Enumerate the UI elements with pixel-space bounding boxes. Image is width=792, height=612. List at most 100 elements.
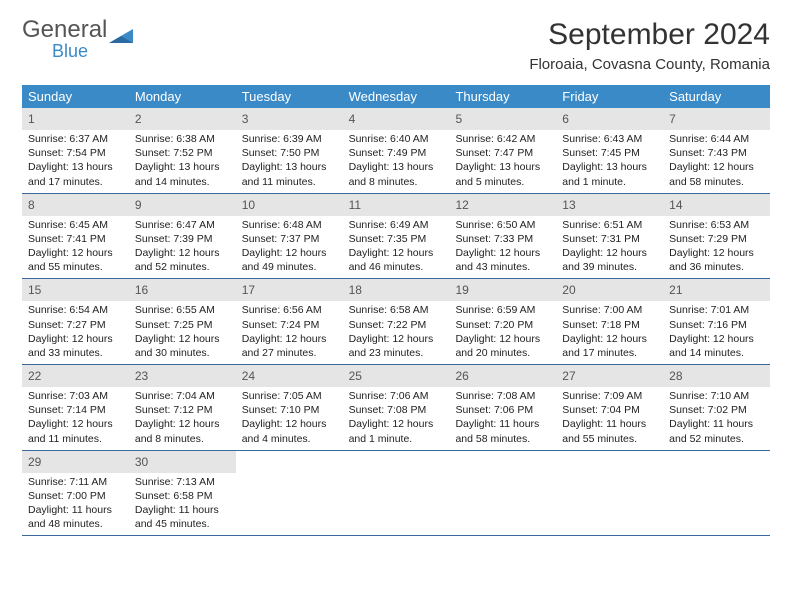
day-number: 4: [349, 112, 356, 126]
logo-text-blue: Blue: [52, 42, 107, 60]
day-details: Sunrise: 6:37 AMSunset: 7:54 PMDaylight:…: [22, 130, 129, 193]
calendar-week-row: 22 Sunrise: 7:03 AMSunset: 7:14 PMDayligh…: [22, 365, 770, 451]
day-number: 17: [242, 283, 255, 297]
day-details: Sunrise: 6:42 AMSunset: 7:47 PMDaylight:…: [449, 130, 556, 193]
logo-text-general: General: [22, 18, 107, 42]
day-number: 20: [562, 283, 575, 297]
day-number: 9: [135, 198, 142, 212]
day-number: 11: [349, 198, 361, 212]
day-number: 26: [455, 369, 468, 383]
location-subtitle: Floroaia, Covasna County, Romania: [529, 56, 770, 73]
calendar-day-cell: 7Sunrise: 6:44 AMSunset: 7:43 PMDaylight…: [663, 108, 770, 193]
calendar-day-cell: 21Sunrise: 7:01 AMSunset: 7:16 PMDayligh…: [663, 279, 770, 364]
day-details: Sunrise: 6:50 AMSunset: 7:33 PMDaylight:…: [449, 216, 556, 279]
day-details: Sunrise: 6:54 AMSunset: 7:27 PMDaylight:…: [22, 301, 129, 364]
day-number: 14: [669, 198, 682, 212]
weekday-header: Thursday: [449, 85, 556, 108]
day-number: 16: [135, 283, 148, 297]
calendar-day-cell: 3Sunrise: 6:39 AMSunset: 7:50 PMDaylight…: [236, 108, 343, 193]
calendar-day-cell: 4 Sunrise: 6:40 AMSunset: 7:49 PMDaylight…: [343, 108, 450, 193]
day-details: Sunrise: 6:55 AMSunset: 7:25 PMDaylight:…: [129, 301, 236, 364]
calendar-day-cell: 29 Sunrise: 7:11 AMSunset: 7:00 PMDayligh…: [22, 451, 129, 536]
day-details: Sunrise: 7:05 AMSunset: 7:10 PMDaylight:…: [236, 387, 343, 450]
calendar-day-cell: 24Sunrise: 7:05 AMSunset: 7:10 PMDayligh…: [236, 365, 343, 450]
day-number: 15: [28, 283, 41, 297]
calendar-day-cell: [343, 451, 450, 536]
calendar-day-cell: 6 Sunrise: 6:43 AMSunset: 7:45 PMDaylight…: [556, 108, 663, 193]
calendar-day-cell: 13 Sunrise: 6:51 AMSunset: 7:31 PMDayligh…: [556, 194, 663, 279]
calendar-day-cell: 20 Sunrise: 7:00 AMSunset: 7:18 PMDayligh…: [556, 279, 663, 364]
day-details: Sunrise: 7:13 AMSunset: 6:58 PMDaylight:…: [129, 473, 236, 536]
calendar-day-cell: 27 Sunrise: 7:09 AMSunset: 7:04 PMDayligh…: [556, 365, 663, 450]
day-number: 1: [28, 112, 35, 126]
calendar-day-cell: 28Sunrise: 7:10 AMSunset: 7:02 PMDayligh…: [663, 365, 770, 450]
calendar-day-cell: 14 Sunrise: 6:53 AMSunset: 7:29 PMDayligh…: [663, 194, 770, 279]
day-details: Sunrise: 6:51 AMSunset: 7:31 PMDaylight:…: [556, 216, 663, 279]
day-details: Sunrise: 6:45 AMSunset: 7:41 PMDaylight:…: [22, 216, 129, 279]
calendar-day-cell: 25 Sunrise: 7:06 AMSunset: 7:08 PMDayligh…: [343, 365, 450, 450]
day-details: Sunrise: 6:48 AMSunset: 7:37 PMDaylight:…: [236, 216, 343, 279]
day-details: Sunrise: 6:43 AMSunset: 7:45 PMDaylight:…: [556, 130, 663, 193]
calendar-day-cell: 17 Sunrise: 6:56 AMSunset: 7:24 PMDayligh…: [236, 279, 343, 364]
day-number: 25: [349, 369, 362, 383]
day-details: Sunrise: 6:40 AMSunset: 7:49 PMDaylight:…: [343, 130, 450, 193]
day-details: Sunrise: 7:11 AMSunset: 7:00 PMDaylight:…: [22, 473, 129, 536]
day-number: 22: [28, 369, 41, 383]
calendar-day-cell: 19 Sunrise: 6:59 AMSunset: 7:20 PMDayligh…: [449, 279, 556, 364]
day-details: Sunrise: 6:49 AMSunset: 7:35 PMDaylight:…: [343, 216, 450, 279]
day-details: Sunrise: 7:03 AMSunset: 7:14 PMDaylight:…: [22, 387, 129, 450]
calendar-day-cell: 12 Sunrise: 6:50 AMSunset: 7:33 PMDayligh…: [449, 194, 556, 279]
logo: General Blue: [22, 18, 79, 60]
weekday-header: Wednesday: [343, 85, 450, 108]
day-details: Sunrise: 6:58 AMSunset: 7:22 PMDaylight:…: [343, 301, 450, 364]
day-details: Sunrise: 7:01 AMSunset: 7:16 PMDaylight:…: [663, 301, 770, 364]
calendar-day-cell: 2 Sunrise: 6:38 AMSunset: 7:52 PMDaylight…: [129, 108, 236, 193]
weekday-header: Tuesday: [236, 85, 343, 108]
day-number: 23: [135, 369, 148, 383]
calendar-day-cell: 30 Sunrise: 7:13 AMSunset: 6:58 PMDayligh…: [129, 451, 236, 536]
day-number: 2: [135, 112, 142, 126]
calendar-day-cell: 9Sunrise: 6:47 AMSunset: 7:39 PMDaylight…: [129, 194, 236, 279]
calendar-day-cell: 1 Sunrise: 6:37 AMSunset: 7:54 PMDaylight…: [22, 108, 129, 193]
weekday-header: Friday: [556, 85, 663, 108]
weekday-header: Saturday: [663, 85, 770, 108]
calendar-day-cell: [449, 451, 556, 536]
calendar-day-cell: 10Sunrise: 6:48 AMSunset: 7:37 PMDayligh…: [236, 194, 343, 279]
calendar-day-cell: 23 Sunrise: 7:04 AMSunset: 7:12 PMDayligh…: [129, 365, 236, 450]
day-details: Sunrise: 7:00 AMSunset: 7:18 PMDaylight:…: [556, 301, 663, 364]
calendar-day-cell: 26Sunrise: 7:08 AMSunset: 7:06 PMDayligh…: [449, 365, 556, 450]
day-number: 5: [455, 112, 462, 126]
day-number: 8: [28, 198, 35, 212]
day-number: 27: [562, 369, 575, 383]
calendar-week-row: 15 Sunrise: 6:54 AMSunset: 7:27 PMDayligh…: [22, 279, 770, 365]
calendar-day-cell: [663, 451, 770, 536]
day-details: Sunrise: 7:10 AMSunset: 7:02 PMDaylight:…: [663, 387, 770, 450]
calendar-day-cell: 11 Sunrise: 6:49 AMSunset: 7:35 PMDayligh…: [343, 194, 450, 279]
day-number: 30: [135, 455, 148, 469]
calendar-day-cell: 22 Sunrise: 7:03 AMSunset: 7:14 PMDayligh…: [22, 365, 129, 450]
weekday-header: Monday: [129, 85, 236, 108]
day-details: Sunrise: 7:09 AMSunset: 7:04 PMDaylight:…: [556, 387, 663, 450]
calendar-week-row: 1 Sunrise: 6:37 AMSunset: 7:54 PMDaylight…: [22, 108, 770, 194]
day-number: 19: [455, 283, 468, 297]
day-number: 7: [669, 112, 676, 126]
day-details: Sunrise: 6:56 AMSunset: 7:24 PMDaylight:…: [236, 301, 343, 364]
day-number: 6: [562, 112, 569, 126]
day-details: Sunrise: 7:06 AMSunset: 7:08 PMDaylight:…: [343, 387, 450, 450]
title-block: September 2024 Floroaia, Covasna County,…: [529, 18, 770, 73]
day-details: Sunrise: 6:39 AMSunset: 7:50 PMDaylight:…: [236, 130, 343, 193]
calendar-day-cell: [236, 451, 343, 536]
calendar-day-cell: 5 Sunrise: 6:42 AMSunset: 7:47 PMDaylight…: [449, 108, 556, 193]
calendar-day-cell: 18 Sunrise: 6:58 AMSunset: 7:22 PMDayligh…: [343, 279, 450, 364]
calendar-day-cell: 15 Sunrise: 6:54 AMSunset: 7:27 PMDayligh…: [22, 279, 129, 364]
day-number: 29: [28, 455, 41, 469]
day-details: Sunrise: 6:38 AMSunset: 7:52 PMDaylight:…: [129, 130, 236, 193]
day-details: Sunrise: 7:04 AMSunset: 7:12 PMDaylight:…: [129, 387, 236, 450]
page-header: General Blue September 2024 Floroaia, Co…: [22, 18, 770, 73]
month-title: September 2024: [529, 18, 770, 52]
day-number: 18: [349, 283, 362, 297]
day-details: Sunrise: 6:53 AMSunset: 7:29 PMDaylight:…: [663, 216, 770, 279]
day-number: 13: [562, 198, 575, 212]
day-details: Sunrise: 6:59 AMSunset: 7:20 PMDaylight:…: [449, 301, 556, 364]
day-number: 12: [455, 198, 468, 212]
